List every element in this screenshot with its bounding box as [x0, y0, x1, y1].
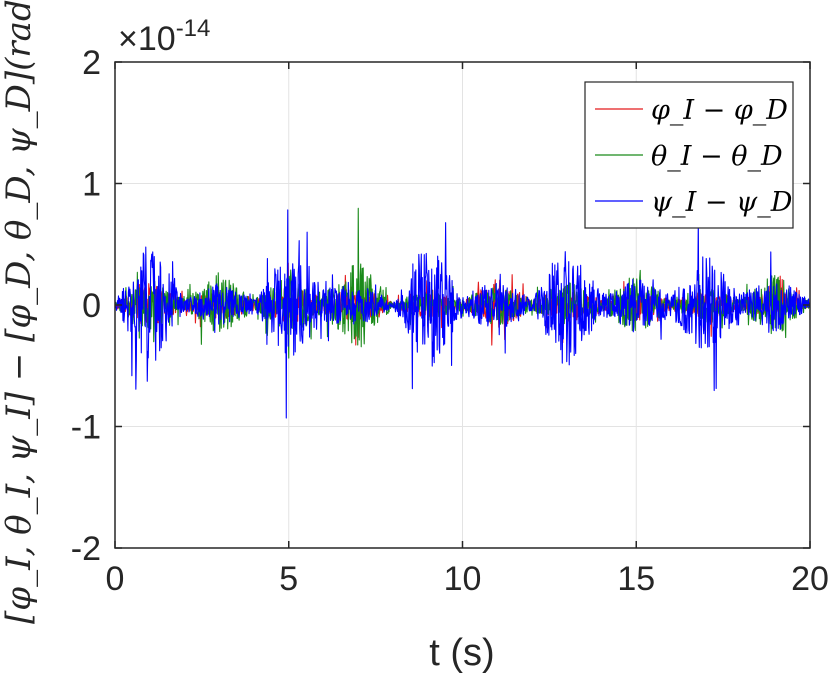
y-tick-label: 1 [82, 166, 101, 204]
x-tick-label: 10 [444, 560, 482, 598]
y-tick-label: 2 [82, 44, 101, 82]
legend-label-1: φ_I − φ_D [651, 95, 788, 126]
y-tick-label: 0 [82, 287, 101, 325]
ticks: 0 5 10 15 20 -2 -1 0 1 2 [71, 44, 829, 598]
legend-label-2: θ_I − θ_D [651, 141, 783, 172]
x-tick-label: 15 [617, 560, 655, 598]
x-axis-label: t (s) [429, 632, 494, 674]
series-line-3 [114, 209, 811, 419]
legend-label-3: ψ_I − ψ_D [651, 187, 793, 218]
y-axis-label: [φ_I, θ_I, ψ_I] − [φ_D, θ_D, ψ_D](rad) [0, 0, 39, 624]
y-tick-label: -2 [71, 530, 101, 568]
x-tick-label: 5 [279, 560, 298, 598]
legend: φ_I − φ_D θ_I − θ_D ψ_I − ψ_D [584, 81, 794, 229]
x-tick-label: 0 [106, 560, 125, 598]
y-tick-label: -1 [71, 409, 101, 447]
x-tick-label: 20 [791, 560, 829, 598]
series-layer [114, 207, 811, 419]
y-multiplier: ×10-14 [118, 15, 210, 58]
